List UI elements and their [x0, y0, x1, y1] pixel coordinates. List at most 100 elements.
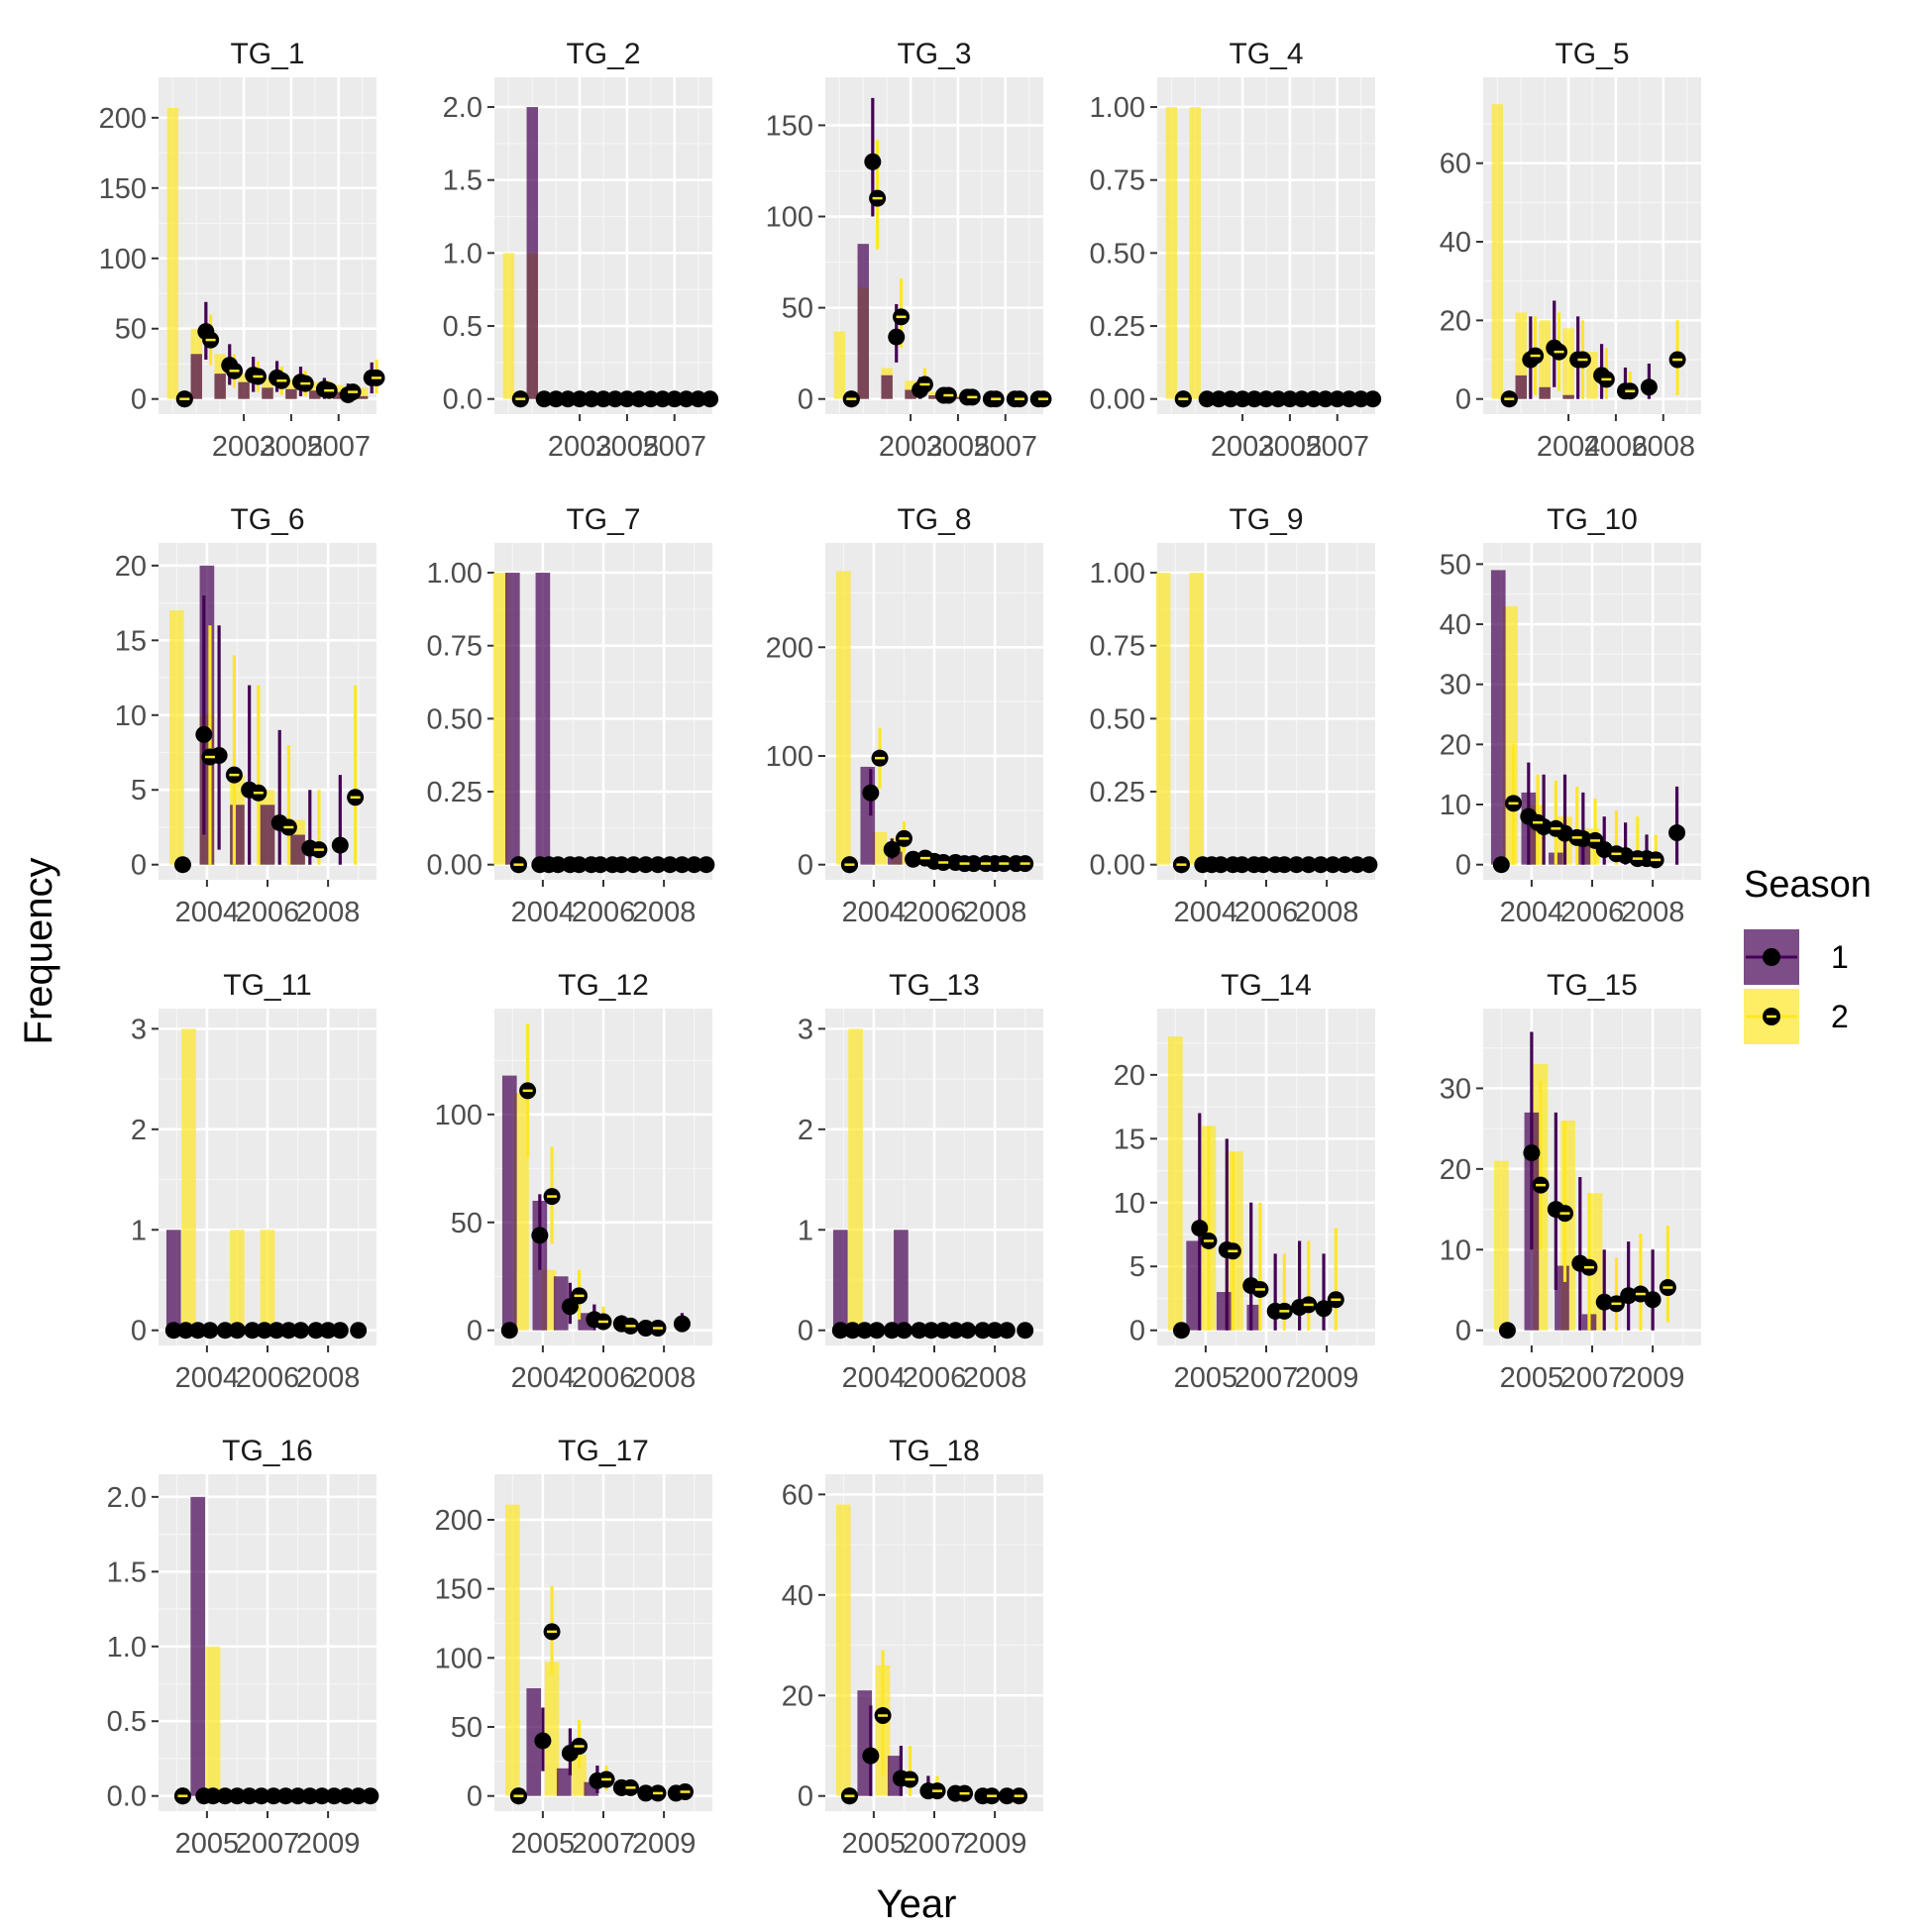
x-tick-label: 2007 — [1305, 431, 1369, 463]
bar-season-1 — [526, 107, 538, 399]
x-tick-label: 2007 — [973, 431, 1037, 463]
point-season-1 — [1341, 390, 1358, 408]
x-tick-label: 2009 — [1295, 1362, 1359, 1394]
x-tick-label: 2007 — [306, 431, 371, 463]
point-season-1 — [612, 856, 630, 874]
point-season-1 — [1305, 390, 1323, 408]
y-tick-label: 20 — [1440, 729, 1471, 761]
y-tick-label: 1 — [798, 1215, 813, 1246]
bar-season-1 — [199, 565, 215, 865]
x-tick-label: 2004 — [842, 897, 907, 928]
panel-title: TG_6 — [230, 503, 304, 536]
point-season-1 — [649, 856, 667, 874]
bar-season-1 — [905, 389, 916, 399]
x-tick-label: 2009 — [1621, 1362, 1685, 1394]
x-tick-label: 2005 — [842, 1828, 907, 1860]
bar-season-1 — [238, 381, 250, 399]
y-tick-label: 20 — [782, 1680, 813, 1712]
point-season-1 — [998, 1322, 1016, 1340]
bar-season-2 — [166, 107, 179, 399]
point-season-1 — [673, 1315, 691, 1333]
bar-season-2 — [260, 1230, 275, 1331]
bar-season-2 — [1515, 312, 1527, 399]
panel-title: TG_11 — [223, 969, 312, 1002]
bar-season-2 — [309, 381, 321, 399]
point-season-1 — [276, 1787, 294, 1805]
y-tick-label: 0.50 — [1090, 238, 1145, 269]
point-season-1 — [946, 1322, 964, 1340]
y-tick-label: 1.0 — [107, 1632, 147, 1664]
point-season-1 — [500, 1322, 518, 1340]
y-tick-label: 150 — [99, 173, 147, 205]
point-season-1 — [1288, 856, 1306, 874]
point-season-1 — [606, 390, 624, 408]
y-tick-label: 40 — [782, 1580, 813, 1612]
point-season-1 — [228, 1322, 246, 1340]
point-season-1 — [1492, 856, 1510, 874]
bar-season-1 — [1539, 386, 1551, 399]
x-tick-label: 2005 — [175, 1828, 240, 1860]
y-tick-label: 200 — [435, 1505, 483, 1537]
point-season-1 — [201, 1322, 219, 1340]
point-season-1 — [895, 1322, 912, 1340]
x-tick-label: 2004 — [842, 1362, 907, 1394]
x-tick-label: 2009 — [632, 1828, 697, 1860]
y-tick-label: 0.00 — [1090, 850, 1145, 882]
point-season-1 — [625, 856, 643, 874]
y-tick-label: 30 — [1440, 670, 1471, 701]
x-tick-label: 2007 — [1234, 1362, 1299, 1394]
bar-season-2 — [1189, 573, 1205, 865]
y-tick-label: 1.5 — [107, 1556, 147, 1588]
point-season-1 — [630, 390, 648, 408]
point-season-1 — [1210, 390, 1228, 408]
y-tick-label: 0.75 — [427, 631, 483, 663]
y-tick-label: 60 — [782, 1479, 813, 1511]
y-tick-label: 2 — [131, 1115, 147, 1146]
panel-title: TG_4 — [1229, 38, 1303, 70]
point-season-1 — [279, 1322, 297, 1340]
y-tick-label: 0 — [467, 1781, 483, 1813]
x-tick-label: 2008 — [963, 1362, 1027, 1394]
y-tick-label: 100 — [99, 244, 147, 275]
legend-entry-1: 1 — [1744, 929, 1849, 985]
bar-season-2 — [833, 331, 846, 399]
bar-season-2 — [181, 1028, 196, 1331]
panel-title: TG_9 — [1229, 503, 1303, 536]
bar-season-1 — [526, 1687, 542, 1796]
point-season-1 — [1212, 856, 1230, 874]
y-tick-label: 40 — [1440, 227, 1471, 259]
y-tick-label: 0 — [131, 384, 147, 416]
panel-title: TG_2 — [566, 38, 640, 70]
bar-season-1 — [894, 1230, 909, 1331]
point-season-1 — [1245, 390, 1263, 408]
x-tick-label: 2005 — [260, 431, 324, 463]
y-tick-label: 0.75 — [1090, 631, 1145, 663]
x-tick-label: 2007 — [1560, 1362, 1625, 1394]
point-season-1 — [661, 856, 679, 874]
panel-title: TG_18 — [889, 1435, 980, 1467]
bar-season-2 — [544, 1662, 560, 1796]
point-season-1 — [883, 1322, 901, 1340]
bar-season-1 — [553, 1276, 569, 1331]
y-tick-label: 1.0 — [443, 238, 483, 269]
panels: TG_1050100150200200320052007TG_20.00.51.… — [99, 38, 1701, 1860]
x-tick-label: 2004 — [511, 897, 576, 928]
bar-season-2 — [333, 384, 345, 399]
bar-season-1 — [309, 390, 321, 399]
y-tick-label: 0.25 — [427, 777, 483, 808]
x-tick-label: 2006 — [236, 897, 300, 928]
point-season-1 — [690, 390, 707, 408]
x-tick-label: 2005 — [1500, 1362, 1564, 1394]
x-tick-label: 2007 — [572, 1828, 636, 1860]
y-tick-label: 2.0 — [443, 92, 483, 124]
point-season-1 — [934, 1322, 952, 1340]
bar-season-1 — [832, 1230, 848, 1331]
point-season-1 — [922, 1322, 940, 1340]
x-tick-label: 2006 — [1234, 897, 1299, 928]
point-season-1 — [1312, 856, 1330, 874]
